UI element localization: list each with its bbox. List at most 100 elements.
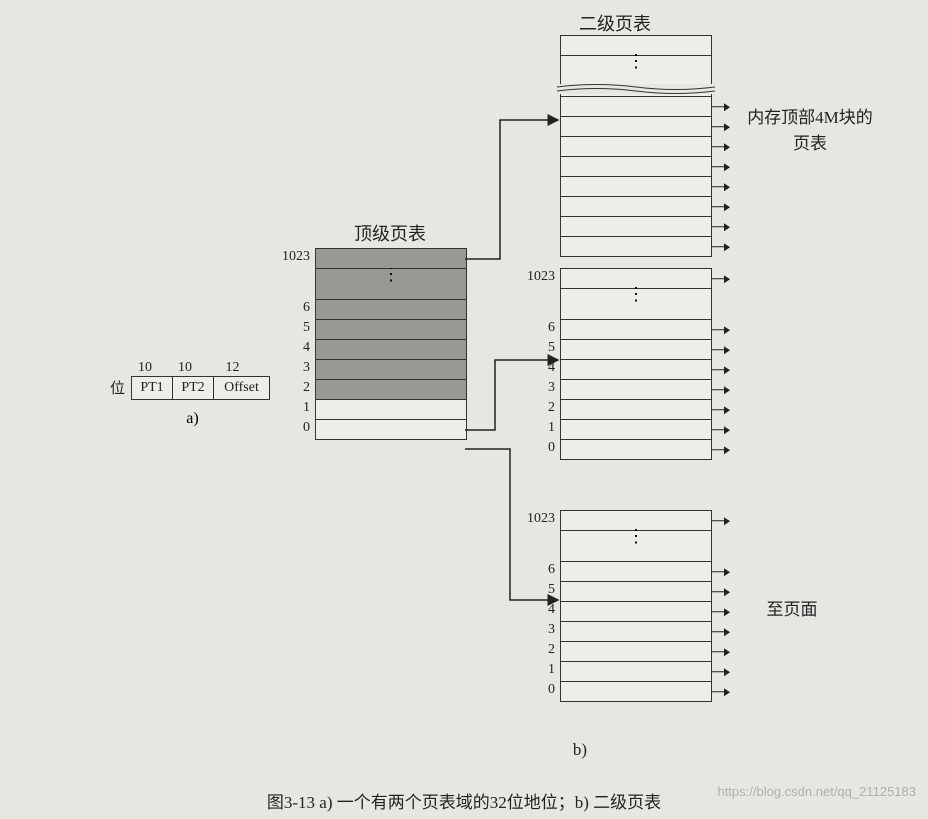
tl-index: 4 — [282, 340, 310, 356]
l2-row: 0 — [561, 439, 711, 459]
arrow-out-icon — [711, 186, 729, 188]
l2-row: 1 — [561, 661, 711, 681]
arrow-out-icon — [711, 369, 729, 371]
tl-row: 1 — [316, 399, 466, 419]
second-level-table-mid: 1023 ⋮ 6 5 4 3 2 1 0 — [560, 268, 712, 460]
l2-dots: ⋮ — [561, 55, 711, 86]
l2-index: 0 — [527, 440, 555, 456]
arrow-out-icon — [711, 206, 729, 208]
l2-index: 3 — [527, 622, 555, 638]
l2-row — [561, 176, 711, 196]
arrow-out-icon — [711, 631, 729, 633]
sub-label-b: b) — [560, 740, 600, 760]
bits-pt1: 10 — [125, 360, 165, 376]
arrow-out-icon — [711, 329, 729, 331]
second-level-table-bot: 1023 ⋮ 6 5 4 3 2 1 0 — [560, 510, 712, 702]
arrow-out-icon — [711, 226, 729, 228]
l2-row: 2 — [561, 641, 711, 661]
bits-label: 位 — [95, 377, 131, 400]
l2-index: 6 — [527, 320, 555, 336]
title-top-level: 顶级页表 — [330, 220, 450, 246]
break-mark — [557, 84, 715, 94]
tl-dots: ⋮ — [316, 268, 466, 299]
watermark: https://blog.csdn.net/qq_21125183 — [717, 784, 916, 799]
tl-row: 5 — [316, 319, 466, 339]
arrow-out-icon — [711, 106, 729, 108]
title-second-level: 二级页表 — [555, 10, 675, 36]
arrow-out-icon — [711, 691, 729, 693]
tl-index: 6 — [282, 300, 310, 316]
l2-row: 3 — [561, 621, 711, 641]
l2-row: 2 — [561, 399, 711, 419]
l2-row — [561, 236, 711, 256]
l2-index: 4 — [527, 360, 555, 376]
l2-row — [561, 96, 711, 116]
arrow-out-icon — [711, 449, 729, 451]
l2-row — [561, 116, 711, 136]
arrow-out-icon — [711, 389, 729, 391]
part-a: 10 10 12 位 PT1 PT2 Offset a) — [95, 360, 295, 428]
arrow-out-icon — [711, 671, 729, 673]
l2-index: 3 — [527, 380, 555, 396]
l2-row — [561, 196, 711, 216]
arrow-out-icon — [711, 126, 729, 128]
tl-index: 1023 — [282, 249, 310, 265]
l2-row: 1 — [561, 419, 711, 439]
field-pt2: PT2 — [173, 377, 214, 399]
diagram-root: 二级页表 顶级页表 内存顶部4M块的页表 至页面 b) 10 10 12 位 P… — [0, 0, 928, 819]
l2-row: 4 — [561, 359, 711, 379]
tl-row: 6 — [316, 299, 466, 319]
l2-index: 1023 — [527, 511, 555, 527]
annot-bottom-right: 至页面 — [742, 595, 842, 620]
arrow-out-icon — [711, 651, 729, 653]
tl-row: 1023 — [316, 249, 466, 268]
l2-row: 4 — [561, 601, 711, 621]
l2-row: 3 — [561, 379, 711, 399]
l2-index: 5 — [527, 340, 555, 356]
l2-index: 2 — [527, 642, 555, 658]
l2-row: 5 — [561, 339, 711, 359]
l2-index: 0 — [527, 682, 555, 698]
arrow-out-icon — [711, 571, 729, 573]
l2-index: 1023 — [527, 269, 555, 285]
l2-dots: ⋮ — [561, 288, 711, 319]
address-fields: PT1 PT2 Offset — [131, 376, 270, 400]
field-pt1: PT1 — [132, 377, 173, 399]
arrow-out-icon — [711, 349, 729, 351]
tl-row: 0 — [316, 419, 466, 439]
arrow-out-icon — [711, 166, 729, 168]
tl-row: 3 — [316, 359, 466, 379]
l2-row: 6 — [561, 561, 711, 581]
arrow-out-icon — [711, 611, 729, 613]
arrow-out-icon — [711, 246, 729, 248]
l2-row: 5 — [561, 581, 711, 601]
tl-row: 2 — [316, 379, 466, 399]
part-a-bit-counts: 10 10 12 — [125, 360, 295, 376]
arrow-out-icon — [711, 591, 729, 593]
tl-index: 2 — [282, 380, 310, 396]
arrow-out-icon — [711, 146, 729, 148]
l2-index: 5 — [527, 582, 555, 598]
annot-top-right: 内存顶部4M块的页表 — [740, 105, 880, 156]
sub-label-a: a) — [125, 410, 260, 428]
l2-row: 1023 — [561, 511, 711, 530]
tl-index: 0 — [282, 420, 310, 436]
tl-index: 5 — [282, 320, 310, 336]
arrow-out-icon — [711, 429, 729, 431]
l2-index: 2 — [527, 400, 555, 416]
l2-row — [561, 156, 711, 176]
l2-row — [561, 216, 711, 236]
l2-row — [561, 136, 711, 156]
tl-index: 3 — [282, 360, 310, 376]
l2-dots: ⋮ — [561, 530, 711, 561]
l2-index: 1 — [527, 662, 555, 678]
arrow-out-icon — [711, 520, 729, 522]
connector-line — [465, 120, 558, 259]
bits-offset: 12 — [205, 360, 260, 376]
arrow-out-icon — [711, 409, 729, 411]
l2-index: 4 — [527, 602, 555, 618]
arrow-out-icon — [711, 278, 729, 280]
l2-row: 0 — [561, 681, 711, 701]
second-level-table-top: ⋮ — [560, 35, 712, 257]
top-level-page-table: 1023 ⋮ 6 5 4 3 2 1 0 — [315, 248, 467, 440]
